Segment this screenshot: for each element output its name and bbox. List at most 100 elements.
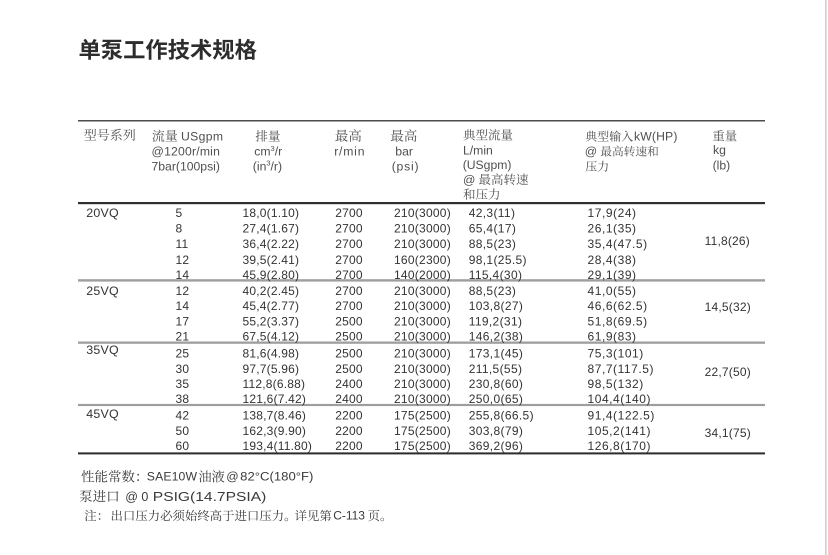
svg-text:87,7(117.5): 87,7(117.5) (588, 362, 655, 376)
svg-text:45VQ: 45VQ (86, 407, 119, 421)
svg-text:14,5(32): 14,5(32) (705, 300, 751, 314)
svg-text:38: 38 (176, 392, 190, 406)
svg-text:41,0(55): 41,0(55) (588, 284, 637, 298)
svg-text:210(3000): 210(3000) (394, 392, 451, 406)
svg-text:2200: 2200 (335, 424, 363, 438)
svg-text:USgpm: USgpm (181, 130, 223, 144)
svg-text:8: 8 (176, 222, 183, 236)
svg-text:5: 5 (176, 206, 183, 220)
svg-text:17: 17 (176, 314, 190, 328)
svg-text:2400: 2400 (335, 392, 363, 406)
svg-text:98,1(25.5): 98,1(25.5) (469, 253, 527, 267)
svg-text:28,4(38): 28,4(38) (588, 253, 637, 267)
svg-text:250,0(65): 250,0(65) (469, 392, 524, 406)
svg-text:210(3000): 210(3000) (394, 377, 451, 391)
svg-text:210(3000): 210(3000) (394, 222, 451, 236)
svg-text:(lb): (lb) (713, 159, 731, 173)
svg-text:98,5(132): 98,5(132) (588, 377, 644, 391)
svg-text:42: 42 (176, 408, 190, 422)
svg-text:81,6(4.98): 81,6(4.98) (243, 347, 300, 361)
svg-text:21: 21 (176, 330, 190, 344)
svg-text:138,7(8.46): 138,7(8.46) (243, 408, 307, 422)
svg-text:193,4(11.80): 193,4(11.80) (243, 439, 313, 453)
svg-text:2200: 2200 (335, 408, 363, 422)
svg-text:2500: 2500 (335, 314, 363, 328)
svg-text:210(3000): 210(3000) (394, 284, 451, 298)
svg-text:(in3/r): (in3/r) (253, 159, 282, 174)
svg-text:103,8(27): 103,8(27) (469, 299, 524, 313)
svg-text:45,9(2.80): 45,9(2.80) (243, 268, 300, 282)
svg-text:2500: 2500 (335, 347, 363, 361)
svg-text:SAE10W: SAE10W (147, 470, 198, 484)
svg-text:2700: 2700 (335, 206, 363, 220)
svg-text:146,2(38): 146,2(38) (469, 330, 524, 344)
svg-text:210(3000): 210(3000) (394, 299, 451, 313)
svg-text:(psi): (psi) (392, 159, 420, 173)
svg-text:55,2(3.37): 55,2(3.37) (243, 314, 300, 328)
svg-text:14: 14 (176, 268, 190, 282)
svg-text:2700: 2700 (335, 253, 363, 267)
svg-text:61,9(83): 61,9(83) (588, 330, 637, 344)
svg-text:11: 11 (176, 237, 189, 251)
svg-text:51,8(69.5): 51,8(69.5) (588, 314, 648, 328)
svg-text:39,5(2.41): 39,5(2.41) (243, 253, 300, 267)
svg-text:34,1(75): 34,1(75) (705, 426, 751, 440)
svg-text:36,4(2.22): 36,4(2.22) (243, 237, 300, 251)
svg-text:115,4(30): 115,4(30) (469, 268, 523, 282)
svg-text:2500: 2500 (335, 330, 363, 344)
svg-text:@: @ (463, 173, 475, 187)
svg-text:40,2(2.45): 40,2(2.45) (243, 284, 300, 298)
svg-text:42,3(11): 42,3(11) (469, 206, 516, 220)
svg-text:119,2(31): 119,2(31) (469, 314, 523, 328)
svg-text:210(3000): 210(3000) (394, 314, 451, 328)
svg-text:369,2(96): 369,2(96) (469, 439, 524, 453)
svg-text:175(2500): 175(2500) (394, 408, 451, 422)
svg-text:35VQ: 35VQ (86, 343, 119, 357)
svg-text:211,5(55): 211,5(55) (469, 362, 523, 376)
svg-text:29,1(39): 29,1(39) (588, 268, 637, 282)
svg-text:303,8(79): 303,8(79) (469, 424, 524, 438)
svg-text:(USgpm): (USgpm) (463, 158, 512, 172)
svg-text:2700: 2700 (335, 268, 363, 282)
svg-text:@: @ (585, 145, 597, 159)
svg-text:88,5(23): 88,5(23) (469, 284, 517, 298)
svg-text:60: 60 (176, 439, 190, 453)
svg-text:35,4(47.5): 35,4(47.5) (588, 237, 648, 251)
svg-text:17,9(24): 17,9(24) (588, 206, 637, 220)
svg-text:35: 35 (176, 377, 190, 391)
svg-text:25: 25 (176, 347, 190, 361)
svg-text:bar: bar (395, 145, 413, 159)
svg-text:65,4(17): 65,4(17) (469, 222, 517, 236)
svg-text:25VQ: 25VQ (86, 284, 119, 298)
svg-text:11,8(26): 11,8(26) (705, 234, 750, 248)
svg-text:46,6(62.5): 46,6(62.5) (588, 299, 648, 313)
svg-text:112,8(6.88): 112,8(6.88) (243, 377, 306, 391)
svg-text:12: 12 (176, 284, 190, 298)
svg-text:255,8(66.5): 255,8(66.5) (469, 408, 534, 422)
svg-text:210(3000): 210(3000) (394, 362, 451, 376)
svg-text:210(3000): 210(3000) (394, 330, 451, 344)
svg-text:210(3000): 210(3000) (394, 347, 451, 361)
svg-text:82°C(180°F): 82°C(180°F) (240, 470, 313, 484)
svg-text:104,4(140): 104,4(140) (588, 392, 652, 406)
svg-text:121,6(7.42): 121,6(7.42) (243, 392, 307, 406)
svg-text:160(2300): 160(2300) (394, 253, 451, 267)
svg-text:210(3000): 210(3000) (394, 206, 451, 220)
svg-text:cm3/r: cm3/r (254, 144, 282, 159)
svg-text:67,5(4.12): 67,5(4.12) (243, 330, 300, 344)
svg-text:173,1(45): 173,1(45) (469, 347, 524, 361)
svg-text:88,5(23): 88,5(23) (469, 237, 517, 251)
svg-text:75,3(101): 75,3(101) (588, 347, 644, 361)
svg-text:105,2(141): 105,2(141) (588, 424, 652, 438)
svg-text:2700: 2700 (335, 284, 363, 298)
svg-text:140(2000): 140(2000) (394, 268, 451, 282)
svg-text:kg: kg (713, 143, 726, 157)
svg-text:2400: 2400 (335, 377, 363, 391)
svg-text:175(2500): 175(2500) (394, 424, 451, 438)
svg-text:20VQ: 20VQ (86, 206, 119, 220)
svg-text:r/min: r/min (334, 145, 365, 159)
svg-text:@1200r/min: @1200r/min (152, 145, 221, 159)
svg-text:175(2500): 175(2500) (394, 439, 451, 453)
svg-text:30: 30 (176, 362, 190, 376)
svg-text:12: 12 (176, 253, 190, 267)
